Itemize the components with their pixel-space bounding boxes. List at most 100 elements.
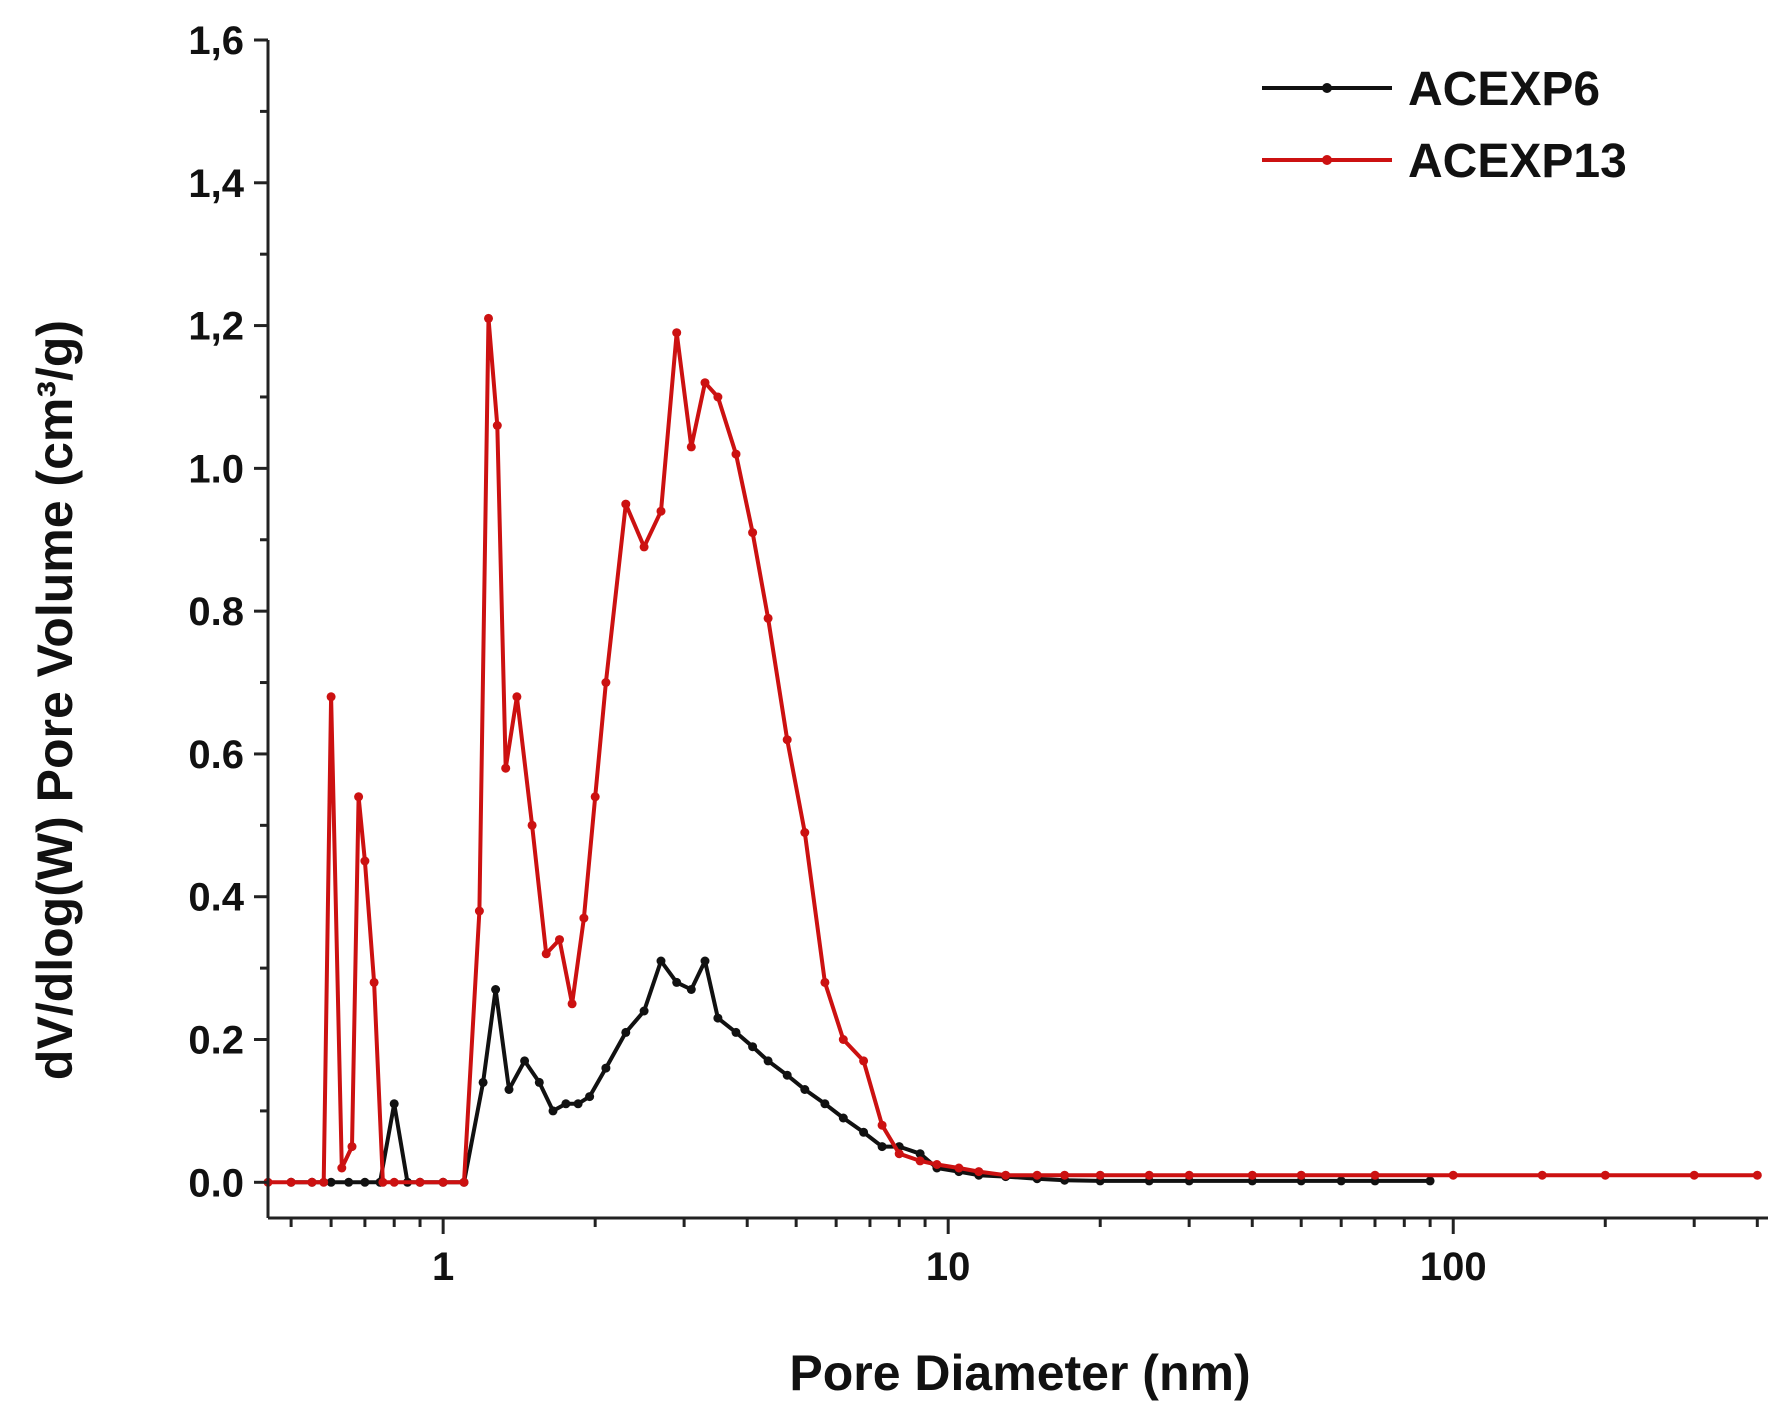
data-point [415, 1177, 425, 1187]
data-point [820, 1099, 830, 1109]
data-point [1184, 1170, 1194, 1180]
data-point [555, 935, 564, 945]
x-axis-title: Pore Diameter (nm) [789, 1345, 1250, 1401]
data-point [686, 985, 696, 994]
data-point [915, 1156, 925, 1166]
data-point [800, 828, 810, 837]
data-point [492, 421, 502, 430]
data-point [932, 1160, 942, 1169]
series-line [291, 959, 1431, 1185]
data-point [1247, 1170, 1257, 1180]
legend: ACEXP6 ACEXP13 [1262, 63, 1627, 188]
data-point [567, 999, 577, 1009]
data-point [621, 1027, 631, 1037]
y-tick-label: 1,4 [188, 162, 244, 206]
data-point [974, 1167, 984, 1177]
data-point [838, 1113, 848, 1123]
data-point [484, 313, 493, 323]
y-tick-label: 0.4 [188, 876, 244, 920]
data-point [1370, 1170, 1380, 1180]
data-point [1144, 1170, 1154, 1180]
data-point [326, 1177, 336, 1187]
y-tick-label: 0.8 [188, 590, 244, 634]
data-point [672, 328, 682, 338]
x-tick-label: 10 [926, 1245, 971, 1289]
data-point [859, 1056, 869, 1066]
y-tick-label: 1,6 [188, 19, 244, 63]
data-point [1336, 1176, 1346, 1186]
data-point [573, 1099, 583, 1109]
data-point [713, 1013, 723, 1023]
data-point [877, 1120, 887, 1130]
axes-layer [266, 40, 1768, 1220]
data-point [731, 1027, 741, 1037]
data-point [1425, 1176, 1435, 1186]
data-point [639, 1006, 649, 1016]
y-tick-label: 0.6 [188, 733, 244, 777]
data-point [859, 1127, 869, 1137]
legend-marker [1322, 155, 1332, 165]
x-tick-label: 1 [432, 1245, 454, 1289]
series-line [268, 316, 1758, 1185]
y-tick-label: 0.2 [188, 1019, 244, 1063]
data-point [838, 1035, 848, 1044]
data-point [319, 1177, 329, 1187]
data-point [354, 792, 364, 802]
data-point [954, 1163, 964, 1173]
data-point [1060, 1170, 1070, 1180]
data-point [820, 977, 830, 987]
data-point [389, 1177, 399, 1187]
data-point [337, 1163, 347, 1173]
series-acexp6 [286, 956, 1435, 1187]
legend-label: ACEXP6 [1408, 63, 1600, 116]
legend-item: ACEXP6 [1262, 63, 1600, 116]
data-point [360, 1177, 370, 1187]
data-point [541, 949, 551, 959]
data-point [700, 378, 710, 388]
data-point [548, 1106, 558, 1116]
data-point [389, 1099, 399, 1109]
data-point [877, 1142, 887, 1152]
data-point [686, 442, 696, 452]
data-point [915, 1149, 925, 1159]
data-point [782, 1070, 792, 1080]
data-point [474, 906, 484, 916]
data-point [360, 856, 370, 866]
data-point [763, 1056, 773, 1066]
data-point [1032, 1170, 1042, 1180]
y-tick-label: 1,2 [188, 305, 244, 349]
y-axis-title: dV/dlog(W) Pore Volume (cm³/g) [27, 320, 83, 1080]
data-point [369, 977, 379, 987]
data-point [527, 820, 537, 830]
data-point [621, 499, 631, 509]
data-point [491, 985, 501, 994]
data-point [307, 1177, 317, 1187]
data-point [700, 956, 710, 966]
data-point [601, 678, 611, 687]
data-point [520, 1056, 530, 1066]
data-point [748, 1042, 758, 1052]
data-point [438, 1177, 448, 1187]
data-point [763, 613, 773, 623]
data-point [639, 542, 649, 552]
data-point [782, 735, 792, 745]
data-point [459, 1177, 469, 1187]
data-point [800, 1085, 810, 1094]
series-acexp13 [263, 313, 1762, 1187]
data-point [731, 449, 741, 459]
ticks-layer: 0.0 0.2 0.4 0.6 0.8 1.0 1,2 1,4 1,6 1 10 100 [188, 19, 1759, 1289]
data-point [501, 763, 511, 773]
data-point [894, 1149, 904, 1159]
data-point [1448, 1170, 1458, 1180]
data-point [585, 1092, 595, 1102]
data-point [601, 1063, 611, 1073]
data-point [1095, 1170, 1105, 1180]
data-point [504, 1085, 514, 1094]
data-point [656, 956, 666, 966]
data-point [344, 1177, 354, 1187]
y-tick-label: 1.0 [188, 447, 244, 491]
legend-label: ACEXP13 [1408, 135, 1627, 188]
data-point [579, 913, 589, 923]
data-point [326, 692, 336, 702]
